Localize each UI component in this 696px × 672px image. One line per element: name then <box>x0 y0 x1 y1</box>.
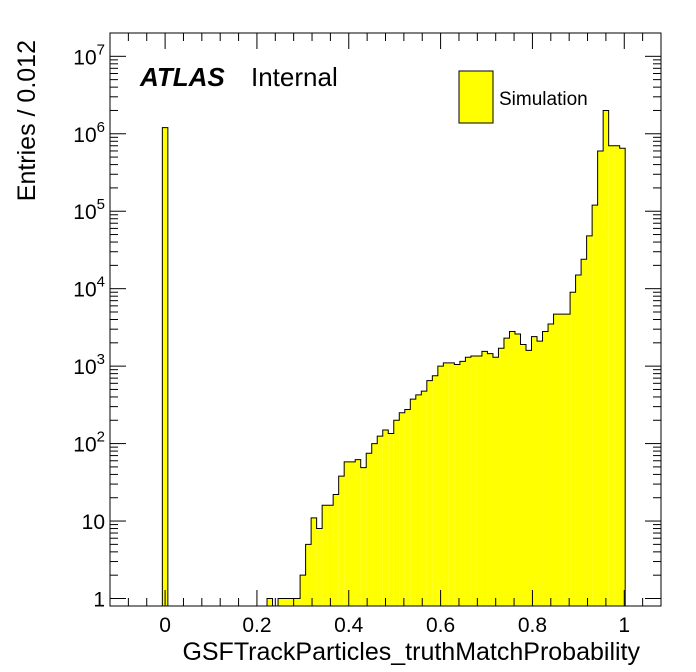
histogram-bar <box>575 275 582 606</box>
histogram-bars <box>161 109 626 607</box>
histogram-bar <box>526 350 532 606</box>
histogram-outline <box>161 109 626 607</box>
histogram-bar <box>586 235 593 607</box>
y-tick-labels: 1 10 102 103 104 105 106 107 <box>73 41 105 611</box>
histogram-bar <box>333 494 339 606</box>
histogram-bar <box>382 429 389 606</box>
histogram-bar <box>415 394 422 606</box>
histogram-bar <box>432 375 438 606</box>
histogram-bar <box>360 467 367 606</box>
x-tick-label: 0.6 <box>426 614 455 637</box>
histogram-bar <box>338 476 345 606</box>
histogram-bar <box>300 575 306 606</box>
legend: Simulation <box>458 70 588 124</box>
histogram-bar <box>316 528 323 606</box>
histogram-bar <box>366 453 372 606</box>
y-tick-label: 104 <box>73 274 105 302</box>
x-tick-label: 0 <box>159 614 171 637</box>
x-axis-title: GSFTrackParticles_truthMatchProbability <box>182 638 640 666</box>
histogram-bar <box>278 598 284 606</box>
x-tick-labels: 0 0.2 0.4 0.6 0.8 1 <box>159 614 630 637</box>
histogram-bar <box>322 505 328 606</box>
histogram-bar <box>371 443 378 606</box>
histogram-bar <box>399 412 405 606</box>
histogram-bar <box>443 362 449 606</box>
histogram-bar <box>344 461 350 606</box>
histogram-bar <box>305 544 312 606</box>
histogram-bar <box>487 353 493 606</box>
x-tick-label: 0.8 <box>518 614 547 637</box>
histogram-bar <box>162 127 168 607</box>
histogram-bar <box>327 505 334 606</box>
histogram-bar <box>476 356 482 606</box>
histogram-bar <box>597 150 604 606</box>
legend-label: Simulation <box>499 89 588 110</box>
y-axis-title: Entries / 0.012 <box>13 40 41 201</box>
axis-ticks <box>109 32 662 606</box>
legend-swatch <box>458 70 494 124</box>
histogram-bar <box>470 356 477 606</box>
histogram-bar <box>377 436 383 606</box>
histogram-bar <box>459 361 466 606</box>
histogram-bar <box>437 366 444 606</box>
internal-label: Internal <box>251 62 338 92</box>
histogram-bar <box>454 364 460 606</box>
histogram-bar <box>614 145 620 606</box>
histogram-bar <box>404 409 411 606</box>
histogram-bar <box>421 391 427 606</box>
histogram-bar <box>559 314 565 606</box>
histogram-bar <box>514 333 521 606</box>
x-tick-label: 0.4 <box>334 614 364 637</box>
x-tick-label: 0.2 <box>242 614 271 637</box>
histogram-bar <box>481 351 488 606</box>
histogram-bar <box>393 420 400 606</box>
histogram-bar <box>465 357 471 606</box>
histogram-bar <box>548 323 554 606</box>
y-tick-label: 105 <box>73 196 105 224</box>
histogram-bar <box>509 331 515 606</box>
histogram-bar <box>603 110 609 607</box>
histogram-bar <box>448 362 455 606</box>
y-tick-label: 102 <box>73 429 105 457</box>
histogram-bar <box>426 380 433 606</box>
histogram-bar <box>608 145 615 606</box>
histogram-bar <box>410 399 416 606</box>
histogram-bar <box>553 314 560 606</box>
histogram-bar <box>498 348 504 606</box>
histogram-bar <box>619 148 626 607</box>
histogram-bar <box>503 338 510 606</box>
histogram-bar <box>388 433 394 606</box>
histogram-bar <box>311 517 317 606</box>
y-tick-label: 103 <box>73 351 105 379</box>
y-tick-label: 1 <box>93 588 105 611</box>
histogram-bar <box>592 205 598 606</box>
x-tick-label: 1 <box>618 614 630 637</box>
histogram-bar <box>581 259 587 606</box>
histogram-bar <box>537 341 543 606</box>
histogram-bar <box>289 598 295 606</box>
histogram-bar <box>355 459 361 606</box>
histogram-bar <box>283 598 290 606</box>
y-tick-label: 106 <box>73 119 105 147</box>
histogram-bar <box>349 461 356 606</box>
atlas-label: ATLAS <box>139 62 225 92</box>
histogram-bar <box>520 344 527 606</box>
histogram-bar <box>570 292 576 606</box>
histogram-bar <box>531 336 538 606</box>
histogram-bar <box>294 598 301 606</box>
y-tick-label: 10 <box>82 511 105 534</box>
histogram-bar <box>564 314 571 606</box>
histogram-bar <box>542 331 549 606</box>
histogram-bar <box>267 598 273 606</box>
histogram-bar <box>492 357 499 606</box>
y-tick-label: 107 <box>73 41 105 69</box>
